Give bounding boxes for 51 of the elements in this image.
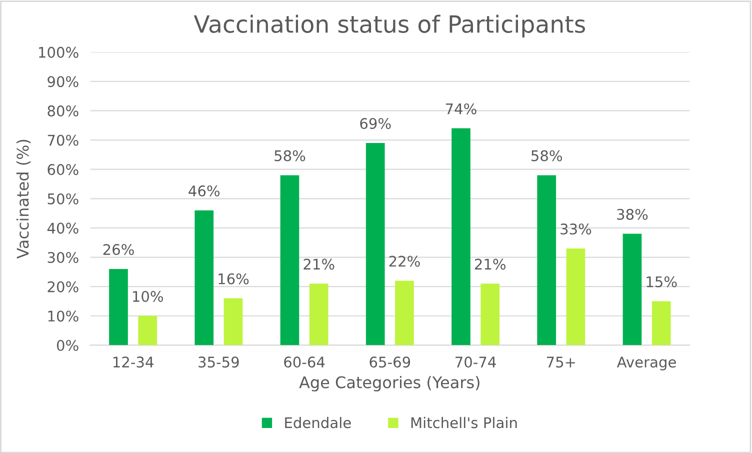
x-tick-label: 65-69 — [370, 356, 410, 368]
data-label: 15% — [646, 276, 677, 288]
data-label: 21% — [304, 258, 334, 270]
x-tick-label: 75+ — [546, 356, 575, 368]
legend-label: Mitchell's Plain — [411, 416, 517, 428]
y-tick-label: 40% — [47, 222, 78, 234]
y-tick-label: 20% — [48, 281, 78, 292]
bar — [194, 210, 214, 346]
y-tick-label: 0% — [56, 340, 78, 351]
x-tick-label: Average — [616, 356, 676, 370]
bar — [452, 128, 470, 346]
data-label: 74% — [446, 103, 476, 114]
bar — [652, 301, 671, 346]
bar — [366, 142, 385, 346]
y-tick-label: 70% — [48, 134, 78, 146]
y-tick-label: 30% — [48, 252, 78, 264]
data-label: 38% — [617, 208, 648, 220]
data-label: 22% — [389, 256, 420, 267]
bar — [622, 234, 642, 346]
x-tick-label: 70-74 — [456, 356, 496, 368]
bar — [566, 248, 586, 346]
data-label: 10% — [133, 290, 164, 302]
y-tick-label: 60% — [48, 164, 78, 176]
bar — [224, 298, 243, 346]
bar — [138, 316, 158, 346]
y-axis-title: Vaccinated (%) — [16, 140, 31, 259]
y-tick-label: 50% — [48, 193, 78, 204]
bar — [537, 175, 556, 346]
data-label: 33% — [560, 224, 592, 235]
bar — [280, 175, 300, 346]
x-tick-label: 60-64 — [284, 356, 325, 368]
data-label: 58% — [274, 150, 306, 162]
y-tick-label: 100% — [39, 46, 78, 58]
bar — [109, 268, 128, 346]
data-label: 16% — [218, 273, 249, 284]
y-tick-label: 80% — [48, 105, 78, 116]
bar — [480, 284, 500, 346]
x-tick-label: 12-34 — [113, 356, 154, 368]
bar — [395, 280, 414, 346]
data-label: 69% — [360, 118, 391, 130]
data-label: 46% — [188, 185, 220, 196]
y-tick-label: 10% — [48, 310, 78, 322]
data-label: 26% — [103, 244, 134, 256]
y-tick-label: 90% — [48, 76, 78, 88]
legend-label: Edendale — [285, 416, 351, 428]
x-axis-title: Age Categories (Years) — [299, 376, 480, 392]
chart-title: Vaccination status of Participants — [194, 14, 586, 38]
data-label: 58% — [532, 150, 562, 162]
x-tick-label: 35-59 — [198, 356, 239, 368]
bar — [309, 284, 328, 346]
data-label: 21% — [474, 258, 506, 270]
